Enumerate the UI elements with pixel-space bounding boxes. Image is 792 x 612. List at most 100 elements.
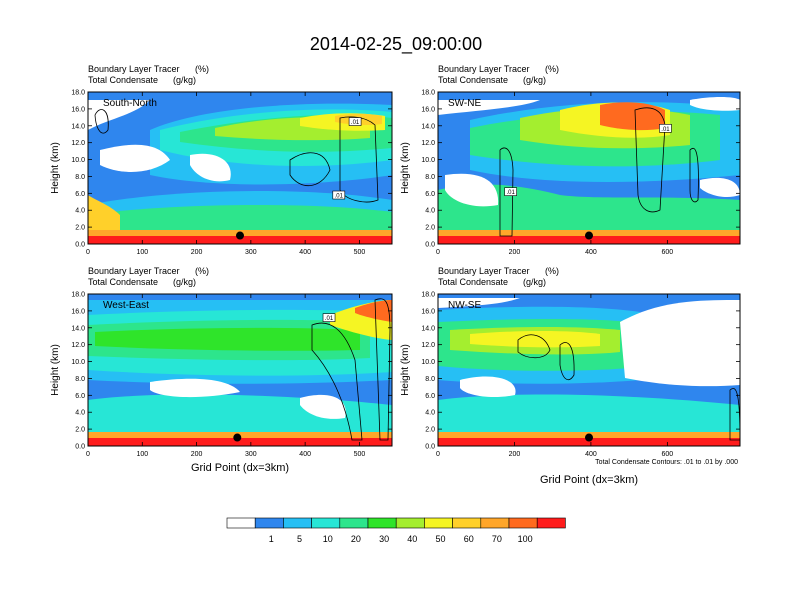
colorbar-swatch	[536, 517, 566, 529]
x-tick-label: 200	[509, 249, 521, 256]
field-teal-low	[438, 394, 740, 440]
y-tick-label: 0.0	[75, 242, 85, 249]
x-tick-label: 0	[86, 451, 90, 458]
colorbar-swatch	[226, 517, 256, 529]
field-red-bl	[88, 236, 392, 244]
x-tick-label: 0	[436, 451, 440, 458]
field-white-cap	[88, 100, 150, 130]
y-tick-label: 0.0	[75, 444, 85, 451]
field-white-cap	[438, 298, 520, 308]
panel-label: SW-NE	[448, 98, 481, 109]
x-tick-label: 500	[354, 451, 366, 458]
field-layer	[88, 92, 392, 244]
plot-frame	[87, 293, 393, 447]
y-tick-label: 18.0	[71, 292, 85, 299]
location-marker	[236, 231, 244, 240]
contour-label: .01	[335, 194, 344, 200]
field-red-bl	[88, 438, 392, 446]
y-tick-label: 12.0	[421, 140, 435, 147]
colorbar-label: 100	[518, 534, 533, 544]
y-tick-label: 10.0	[71, 359, 85, 366]
colorbar-label: 40	[407, 534, 417, 544]
colorbar-label: 10	[323, 534, 333, 544]
y-tick-label: 6.0	[425, 393, 435, 400]
y-tick-label: 8.0	[425, 174, 435, 181]
contour-label: .01	[325, 316, 334, 322]
x-tick-label: 500	[354, 249, 366, 256]
condensate-contour	[499, 147, 514, 237]
field-red-bl	[438, 438, 740, 446]
y-tick-label: 12.0	[71, 342, 85, 349]
y-tick-label: 8.0	[75, 174, 85, 181]
colorbar-swatch	[311, 517, 341, 529]
contour-label: .01	[351, 120, 360, 126]
y-tick-label: 2.0	[425, 225, 435, 232]
panel-subtitle-2: Total Condensate	[438, 75, 508, 85]
y-tick-label: 16.0	[421, 106, 435, 113]
y-tick-label: 14.0	[71, 123, 85, 130]
x-tick-label: 200	[191, 249, 203, 256]
y-tick-label: 6.0	[75, 191, 85, 198]
contour-label-box	[332, 190, 346, 200]
plot-marks: .01 .01	[504, 124, 672, 240]
field-white-left	[445, 173, 499, 207]
colorbar-swatch	[395, 517, 425, 529]
colorbar-swatch	[339, 517, 369, 529]
condensate-contour	[289, 152, 331, 187]
panel-label: South-North	[103, 98, 157, 109]
location-marker	[585, 231, 593, 240]
condensate-contour	[311, 322, 363, 441]
field-layer	[88, 294, 392, 446]
x-axis-label: Grid Point (dx=3km)	[191, 462, 289, 474]
colorbar-label: 60	[464, 534, 474, 544]
panel-label: NW-SE	[448, 300, 481, 311]
x-tick-label: 600	[662, 451, 674, 458]
y-tick-label: 4.0	[425, 410, 435, 417]
x-tick-label: 200	[509, 451, 521, 458]
y-tick-label: 4.0	[425, 208, 435, 215]
y-axis-label: Height (km)	[50, 142, 61, 194]
contour-label-box	[504, 187, 517, 196]
y-axis-label: Height (km)	[400, 142, 411, 194]
panel-subtitle-1: Boundary Layer Tracer	[88, 64, 180, 74]
panel-subtitle-2: Total Condensate	[438, 277, 508, 287]
y-tick-label: 8.0	[425, 376, 435, 383]
panel-subtitle-2-units: (g/kg)	[173, 277, 196, 287]
contour-label: .01	[506, 190, 515, 196]
contour-label: .01	[661, 127, 670, 133]
x-tick-label: 0	[436, 249, 440, 256]
panel-subtitle-2-units: (g/kg)	[173, 75, 196, 85]
colorbar-label: 1	[269, 534, 274, 544]
colorbar-swatch	[254, 517, 284, 529]
y-tick-label: 8.0	[75, 376, 85, 383]
field-orange-core	[600, 102, 665, 131]
field-white-mid	[100, 144, 170, 172]
y-tick-label: 6.0	[425, 191, 435, 198]
panel-nw-se: Boundary Layer Tracer (%) Total Condensa…	[400, 266, 741, 486]
y-axis-label: Height (km)	[50, 344, 61, 396]
panel-subtitle-2-units: (g/kg)	[523, 75, 546, 85]
y-tick-label: 4.0	[75, 208, 85, 215]
colorbar-swatch	[452, 517, 482, 529]
x-tick-label: 400	[299, 249, 311, 256]
field-white-gap	[300, 394, 346, 419]
y-tick-label: 16.0	[421, 308, 435, 315]
field-green-low	[438, 184, 740, 236]
condensate-contour	[634, 107, 666, 213]
field-white-right	[620, 300, 740, 387]
y-axis-label: Height (km)	[400, 344, 411, 396]
field-red-bl	[438, 236, 740, 244]
plot-frame	[437, 293, 741, 447]
contour-note: Total Condensate Contours: .01 to .01 by…	[595, 459, 738, 466]
condensate-contour	[559, 342, 575, 381]
y-tick-label: 4.0	[75, 410, 85, 417]
colorbar-swatch	[424, 517, 453, 529]
colorbar-label: 20	[351, 534, 361, 544]
field-green-low	[88, 204, 392, 236]
colorbar-label: 70	[492, 534, 502, 544]
field-layer	[438, 92, 740, 244]
y-tick-label: 12.0	[71, 140, 85, 147]
y-tick-label: 10.0	[71, 157, 85, 164]
y-tick-label: 16.0	[71, 308, 85, 315]
x-tick-label: 300	[245, 249, 257, 256]
